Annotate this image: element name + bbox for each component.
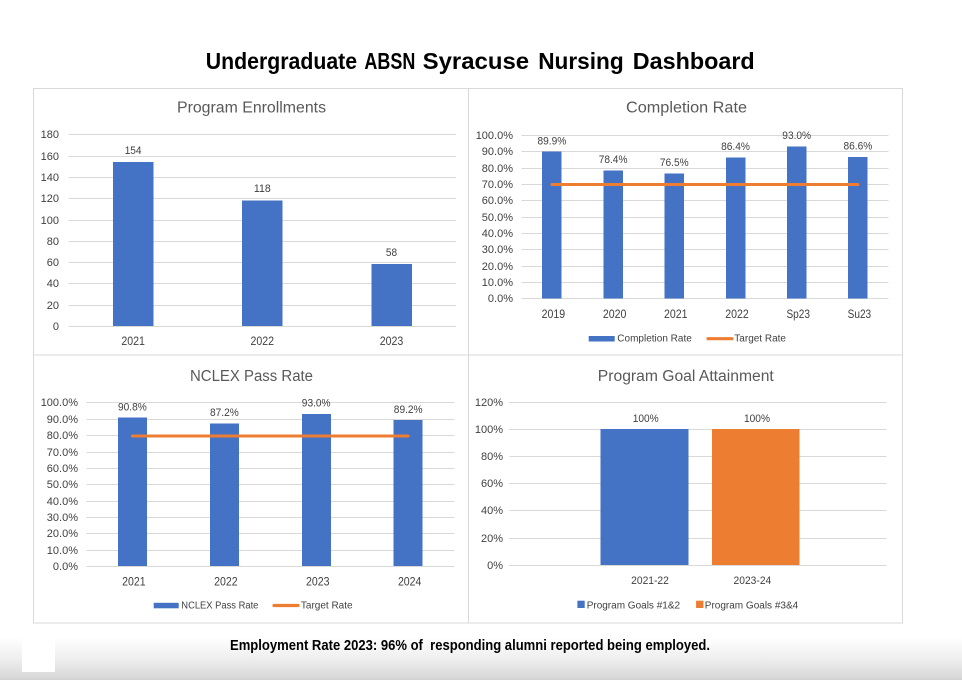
- svg-text:2024: 2024: [398, 575, 422, 589]
- svg-text:30.0%: 30.0%: [47, 512, 78, 524]
- svg-text:86.6%: 86.6%: [844, 141, 873, 153]
- svg-text:Target Rate: Target Rate: [301, 600, 353, 611]
- svg-text:2022: 2022: [251, 334, 275, 348]
- svg-text:90.0%: 90.0%: [47, 414, 78, 426]
- svg-text:89.9%: 89.9%: [538, 135, 567, 147]
- svg-text:20: 20: [47, 300, 59, 312]
- svg-text:2019: 2019: [542, 307, 566, 321]
- svg-text:80%: 80%: [481, 451, 503, 463]
- svg-text:50.0%: 50.0%: [482, 212, 513, 224]
- svg-text:40.0%: 40.0%: [482, 228, 513, 240]
- svg-text:100%: 100%: [633, 413, 659, 425]
- svg-text:Nursing: Nursing: [538, 48, 624, 74]
- svg-text:2023: 2023: [306, 575, 330, 589]
- svg-text:160: 160: [41, 151, 59, 163]
- svg-text:2023: 2023: [380, 334, 404, 348]
- svg-text:2021: 2021: [122, 575, 146, 589]
- svg-text:2021: 2021: [121, 334, 145, 348]
- svg-text:Target Rate: Target Rate: [734, 333, 786, 344]
- svg-text:2021: 2021: [664, 307, 688, 321]
- svg-text:100.0%: 100.0%: [476, 130, 514, 142]
- svg-text:Program Enrollments: Program Enrollments: [177, 99, 326, 116]
- svg-text:Completion Rate: Completion Rate: [626, 99, 747, 116]
- svg-text:120: 120: [41, 193, 59, 205]
- svg-text:100.0%: 100.0%: [41, 397, 79, 409]
- svg-text:0: 0: [53, 321, 59, 333]
- svg-text:40%: 40%: [481, 505, 503, 517]
- svg-text:87.2%: 87.2%: [210, 407, 239, 419]
- svg-text:Su23: Su23: [848, 307, 872, 321]
- svg-text:Employment Rate 2023: 96% of: Employment Rate 2023: 96% of responding …: [230, 638, 710, 654]
- svg-text:20.0%: 20.0%: [482, 261, 513, 273]
- svg-text:80: 80: [47, 236, 59, 248]
- svg-text:50.0%: 50.0%: [47, 479, 78, 491]
- svg-text:90.8%: 90.8%: [118, 401, 147, 413]
- svg-text:100: 100: [41, 215, 59, 227]
- svg-text:0.0%: 0.0%: [488, 293, 513, 305]
- svg-text:Syracuse: Syracuse: [423, 48, 529, 74]
- svg-text:0%: 0%: [487, 560, 503, 572]
- svg-text:120%: 120%: [475, 397, 503, 409]
- svg-text:93.0%: 93.0%: [302, 398, 331, 410]
- svg-text:90.0%: 90.0%: [482, 146, 513, 158]
- svg-text:100%: 100%: [475, 424, 503, 436]
- svg-text:60%: 60%: [481, 478, 503, 490]
- svg-text:NCLEX Pass Rate: NCLEX Pass Rate: [181, 600, 259, 611]
- svg-text:10.0%: 10.0%: [47, 545, 78, 557]
- svg-text:78.4%: 78.4%: [599, 154, 628, 166]
- svg-text:2023-24: 2023-24: [734, 575, 772, 587]
- svg-text:Sp23: Sp23: [786, 307, 810, 321]
- svg-text:Undergraduate: Undergraduate: [206, 48, 357, 74]
- svg-text:2022: 2022: [214, 575, 238, 589]
- svg-text:NCLEX Pass Rate: NCLEX Pass Rate: [190, 368, 313, 385]
- svg-text:80.0%: 80.0%: [47, 430, 78, 442]
- svg-text:154: 154: [125, 145, 142, 157]
- svg-text:70.0%: 70.0%: [482, 179, 513, 191]
- svg-text:40.0%: 40.0%: [47, 496, 78, 508]
- svg-text:60: 60: [47, 257, 59, 269]
- svg-text:60.0%: 60.0%: [47, 463, 78, 475]
- svg-text:30.0%: 30.0%: [482, 244, 513, 256]
- svg-text:Completion Rate: Completion Rate: [617, 333, 692, 344]
- svg-text:20%: 20%: [481, 533, 503, 545]
- svg-text:20.0%: 20.0%: [47, 528, 78, 540]
- svg-text:10.0%: 10.0%: [482, 277, 513, 289]
- svg-text:180: 180: [41, 129, 59, 141]
- svg-text:89.2%: 89.2%: [394, 404, 423, 416]
- svg-text:ABSN: ABSN: [364, 48, 415, 74]
- svg-text:0.0%: 0.0%: [53, 561, 78, 573]
- svg-text:80.0%: 80.0%: [482, 163, 513, 175]
- svg-text:118: 118: [254, 183, 271, 195]
- svg-text:70.0%: 70.0%: [47, 447, 78, 459]
- svg-text:2020: 2020: [603, 307, 627, 321]
- svg-text:2021-22: 2021-22: [631, 575, 669, 587]
- svg-text:100%: 100%: [744, 413, 770, 425]
- svg-text:Program Goal Attainment: Program Goal Attainment: [598, 368, 775, 385]
- svg-text:76.5%: 76.5%: [660, 157, 689, 169]
- svg-text:93.0%: 93.0%: [782, 130, 811, 142]
- svg-text:86.4%: 86.4%: [721, 141, 750, 153]
- svg-text:2022: 2022: [725, 307, 749, 321]
- svg-text:58: 58: [386, 247, 397, 259]
- svg-text:Program Goals #3&4: Program Goals #3&4: [705, 600, 799, 611]
- svg-text:Program Goals #1&2: Program Goals #1&2: [587, 600, 681, 611]
- svg-text:40: 40: [47, 278, 59, 290]
- svg-text:Dashboard: Dashboard: [633, 48, 755, 74]
- svg-text:140: 140: [41, 172, 59, 184]
- svg-text:60.0%: 60.0%: [482, 195, 513, 207]
